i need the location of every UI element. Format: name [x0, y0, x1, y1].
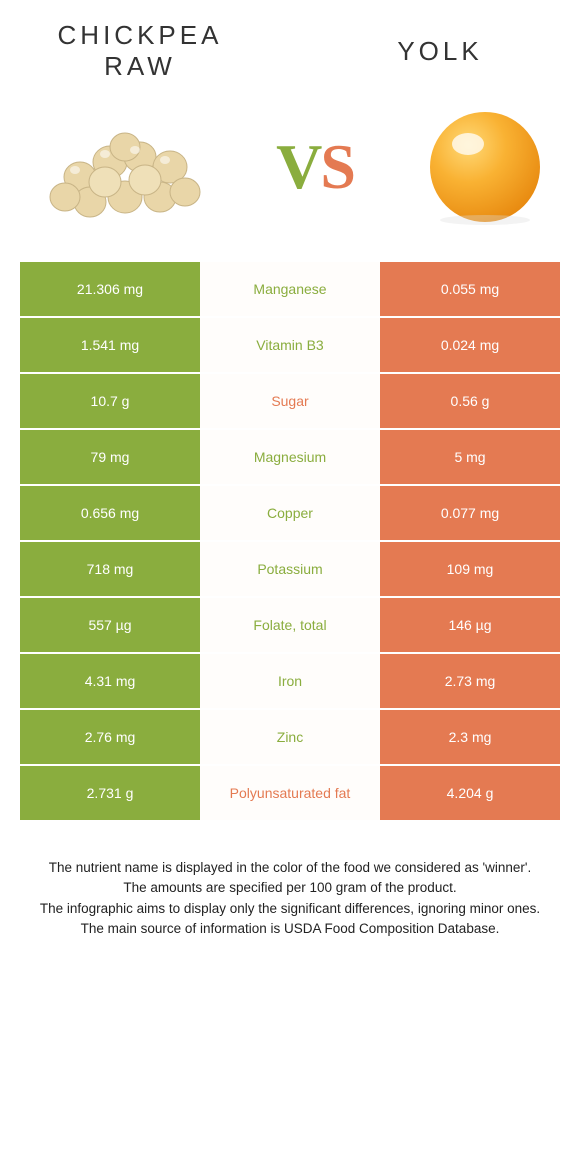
yolk-image	[420, 102, 550, 232]
right-value: 0.56 g	[380, 374, 560, 430]
right-value: 146 µg	[380, 598, 560, 654]
right-food-title: YOLK	[340, 36, 540, 67]
vs-v: V	[276, 131, 320, 202]
left-value: 2.76 mg	[20, 710, 200, 766]
right-value: 0.055 mg	[380, 262, 560, 318]
comparison-table: 21.306 mgManganese0.055 mg1.541 mgVitami…	[20, 262, 560, 822]
left-food-title: CHICKPEA RAW	[40, 20, 240, 82]
vs-s: S	[320, 131, 354, 202]
footnote-line: The amounts are specified per 100 gram o…	[24, 878, 556, 898]
left-value: 4.31 mg	[20, 654, 200, 710]
nutrient-name: Vitamin B3	[200, 318, 380, 374]
table-row: 0.656 mgCopper0.077 mg	[20, 486, 560, 542]
right-value: 0.077 mg	[380, 486, 560, 542]
left-value: 2.731 g	[20, 766, 200, 822]
footnote-line: The infographic aims to display only the…	[24, 899, 556, 919]
table-row: 21.306 mgManganese0.055 mg	[20, 262, 560, 318]
right-value: 4.204 g	[380, 766, 560, 822]
nutrient-name: Magnesium	[200, 430, 380, 486]
nutrient-name: Polyunsaturated fat	[200, 766, 380, 822]
left-value: 557 µg	[20, 598, 200, 654]
right-value: 2.73 mg	[380, 654, 560, 710]
right-value: 0.024 mg	[380, 318, 560, 374]
table-row: 79 mgMagnesium5 mg	[20, 430, 560, 486]
nutrient-name: Manganese	[200, 262, 380, 318]
table-row: 2.731 gPolyunsaturated fat4.204 g	[20, 766, 560, 822]
left-value: 79 mg	[20, 430, 200, 486]
footnote-line: The nutrient name is displayed in the co…	[24, 858, 556, 878]
nutrient-name: Folate, total	[200, 598, 380, 654]
table-row: 10.7 gSugar0.56 g	[20, 374, 560, 430]
nutrient-name: Iron	[200, 654, 380, 710]
table-row: 718 mgPotassium109 mg	[20, 542, 560, 598]
right-value: 5 mg	[380, 430, 560, 486]
table-row: 4.31 mgIron2.73 mg	[20, 654, 560, 710]
nutrient-name: Sugar	[200, 374, 380, 430]
right-value: 2.3 mg	[380, 710, 560, 766]
left-value: 10.7 g	[20, 374, 200, 430]
footnote-line: The main source of information is USDA F…	[24, 919, 556, 939]
vs-label: VS	[276, 130, 354, 204]
table-row: 557 µgFolate, total146 µg	[20, 598, 560, 654]
chickpea-image	[30, 102, 210, 232]
footnote-block: The nutrient name is displayed in the co…	[0, 822, 580, 939]
nutrient-name: Copper	[200, 486, 380, 542]
table-row: 1.541 mgVitamin B30.024 mg	[20, 318, 560, 374]
left-value: 0.656 mg	[20, 486, 200, 542]
right-value: 109 mg	[380, 542, 560, 598]
left-value: 21.306 mg	[20, 262, 200, 318]
left-value: 1.541 mg	[20, 318, 200, 374]
nutrient-name: Potassium	[200, 542, 380, 598]
left-value: 718 mg	[20, 542, 200, 598]
nutrient-name: Zinc	[200, 710, 380, 766]
table-row: 2.76 mgZinc2.3 mg	[20, 710, 560, 766]
